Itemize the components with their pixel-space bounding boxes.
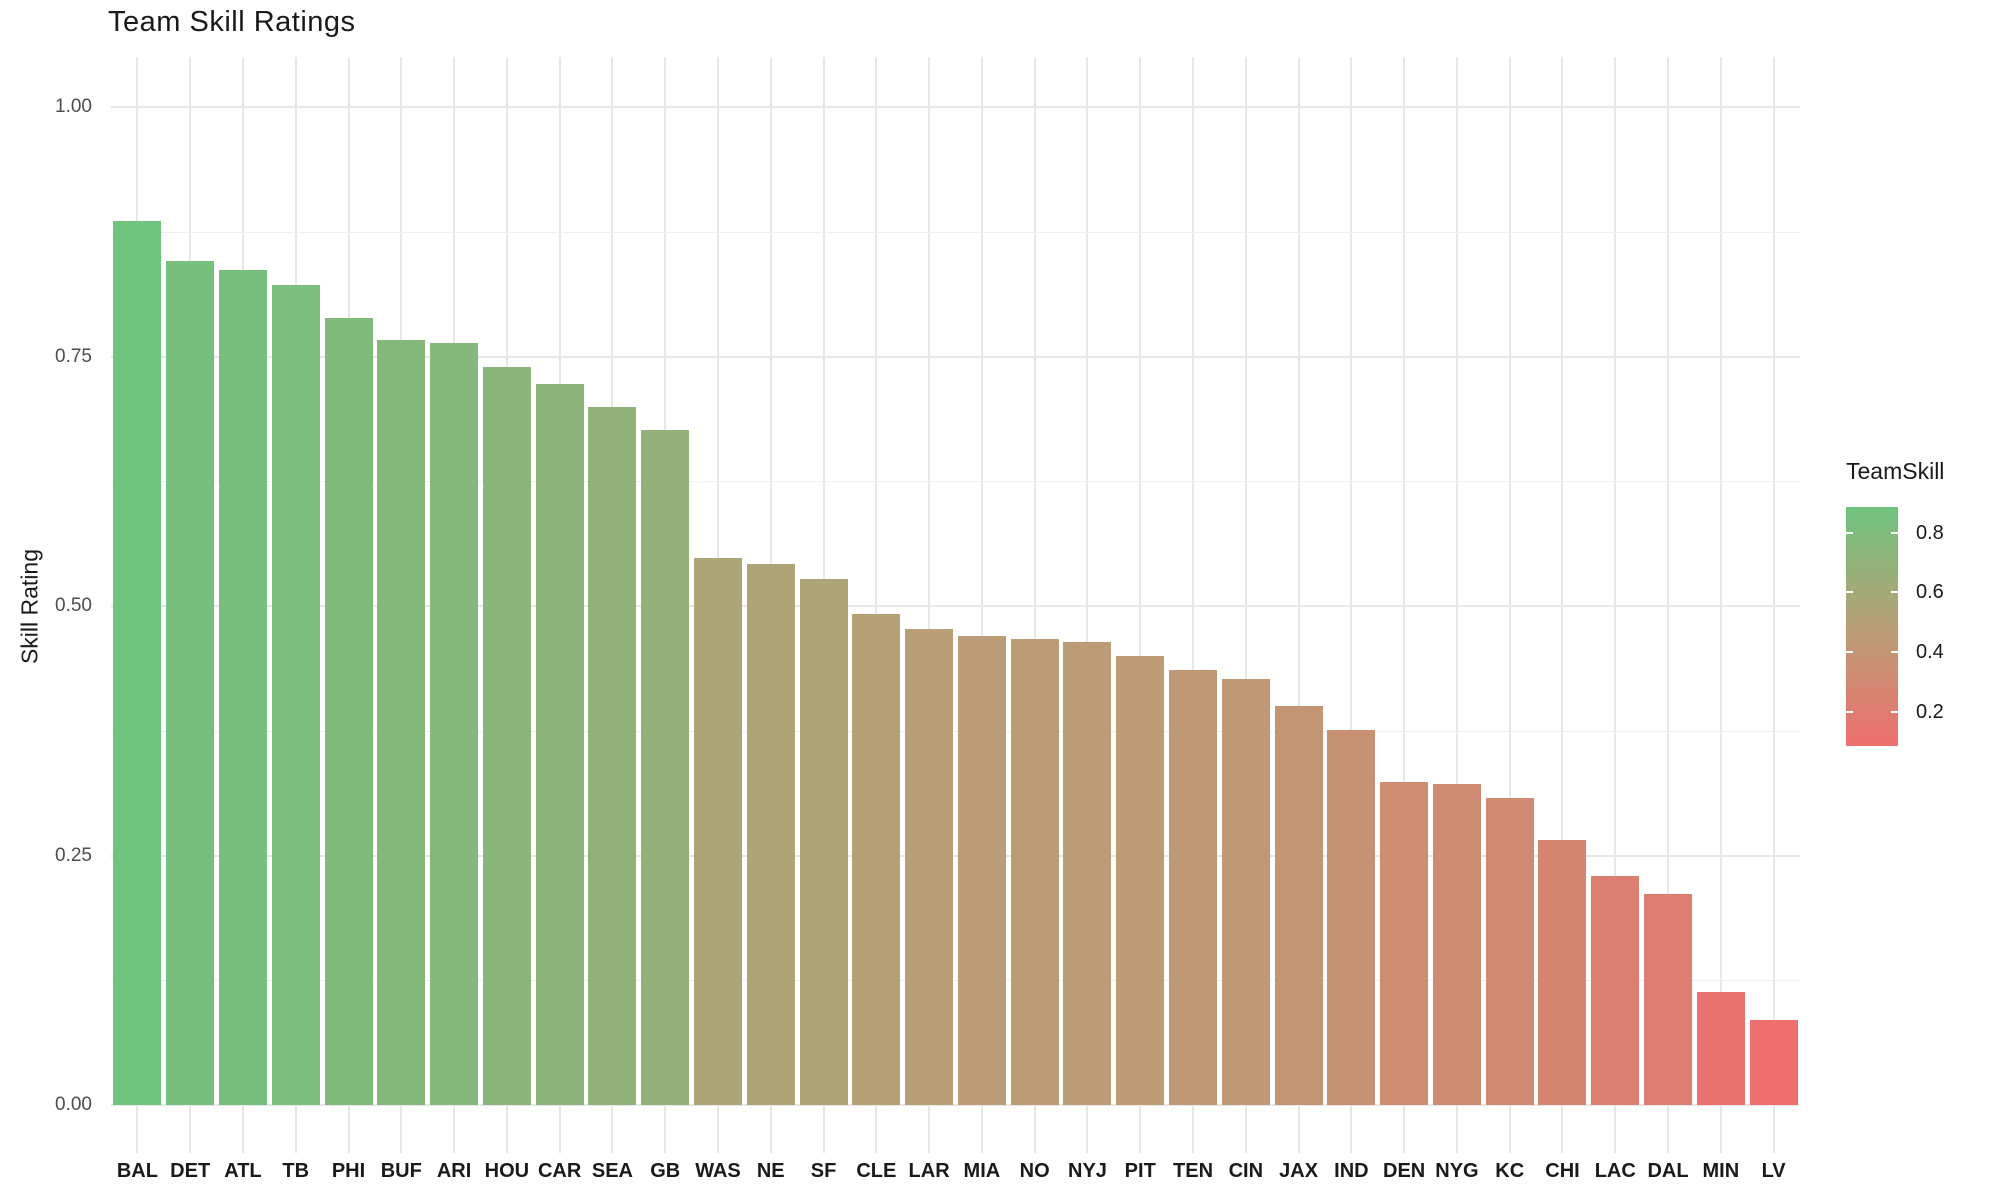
x-tick-label-ten: TEN	[1173, 1160, 1214, 1182]
x-tick-label-pit: PIT	[1124, 1160, 1156, 1182]
plot-panel	[111, 57, 1800, 1153]
horizontal-minor-gridline	[111, 731, 1800, 732]
horizontal-minor-gridline	[111, 481, 1800, 482]
bar-tb	[271, 284, 320, 1105]
bar-cin	[1221, 678, 1270, 1105]
bar-ne	[746, 564, 795, 1105]
y-tick-label: 0.00	[55, 1094, 92, 1115]
x-tick-label-tb: TB	[282, 1160, 310, 1182]
bar-lac	[1591, 876, 1640, 1105]
x-tick-label-bal: BAL	[116, 1160, 158, 1182]
bar-chi	[1538, 839, 1587, 1105]
y-tick-label: 0.75	[55, 345, 92, 367]
bar-min	[1696, 992, 1745, 1105]
x-tick-label-chi: CHI	[1545, 1160, 1580, 1182]
x-tick-label-phi: PHI	[331, 1160, 366, 1182]
y-tick-label: 0.25	[55, 844, 92, 866]
x-tick-label-car: CAR	[537, 1160, 582, 1182]
horizontal-minor-gridline	[111, 980, 1800, 981]
x-tick-label-nyg: NYG	[1435, 1160, 1479, 1182]
bar-nyj	[1063, 641, 1112, 1105]
bar-car	[535, 384, 584, 1105]
horizontal-major-gridline	[111, 855, 1800, 857]
horizontal-major-gridline	[111, 1104, 1800, 1106]
legend-tick-mark	[1891, 591, 1898, 594]
x-tick-label-ari: ARI	[436, 1160, 472, 1182]
x-tick-label-atl: ATL	[224, 1160, 262, 1182]
legend-tick-mark	[1846, 651, 1853, 653]
x-tick-label-kc: KC	[1495, 1160, 1525, 1182]
x-tick-label-ind: IND	[1334, 1160, 1369, 1182]
x-tick-label-lar: LAR	[908, 1160, 950, 1182]
horizontal-minor-gridline	[111, 232, 1800, 233]
bar-was	[693, 558, 742, 1105]
bar-det	[166, 260, 215, 1105]
bar-mia	[957, 635, 1006, 1105]
bar-ind	[1327, 729, 1376, 1105]
x-tick-label-ne: NE	[756, 1160, 785, 1182]
bar-bal	[113, 220, 162, 1105]
bar-ari	[430, 342, 479, 1105]
x-tick-label-min: MIN	[1702, 1160, 1740, 1182]
legend-tick-mark	[1846, 591, 1853, 594]
bar-buf	[377, 339, 426, 1105]
y-tick-label: 1.00	[55, 96, 92, 117]
legend-tick-label: 0.2	[1916, 700, 1944, 723]
bar-nyg	[1432, 783, 1481, 1105]
bar-sea	[588, 407, 637, 1105]
x-tick-label-was: WAS	[695, 1160, 741, 1182]
x-tick-label-hou: HOU	[484, 1160, 530, 1182]
x-tick-label-jax: JAX	[1279, 1160, 1319, 1182]
x-tick-label-nyj: NYJ	[1068, 1160, 1107, 1182]
legend-tick-label: 0.4	[1916, 641, 1944, 663]
bar-lar	[905, 628, 954, 1105]
x-tick-label-buf: BUF	[380, 1160, 422, 1182]
x-tick-label-lv: LV	[1761, 1160, 1786, 1182]
legend-title: TeamSkill	[1846, 458, 1945, 484]
legend-tick-mark	[1891, 651, 1898, 653]
bar-atl	[218, 269, 267, 1105]
horizontal-major-gridline	[111, 356, 1800, 358]
legend-tick-mark	[1846, 531, 1853, 534]
x-tick-label-gb: GB	[650, 1160, 681, 1182]
bar-kc	[1485, 797, 1534, 1105]
x-tick-label-cin: CIN	[1228, 1160, 1264, 1182]
legend-tick-mark	[1891, 531, 1898, 534]
chart-title: Team Skill Ratings	[108, 6, 356, 38]
bar-pit	[1116, 655, 1165, 1105]
horizontal-major-gridline	[111, 605, 1800, 607]
legend-tick-label: 0.8	[1916, 521, 1944, 544]
bar-ten	[1169, 669, 1218, 1105]
bar-phi	[324, 317, 373, 1105]
x-tick-label-det: DET	[170, 1160, 211, 1182]
x-tick-label-dal: DAL	[1647, 1160, 1689, 1182]
bar-cle	[852, 613, 901, 1105]
x-tick-label-lac: LAC	[1594, 1160, 1636, 1182]
legend-tick-label: 0.6	[1916, 581, 1944, 604]
bar-den	[1380, 781, 1429, 1105]
x-tick-label-cle: CLE	[856, 1160, 897, 1182]
bar-lv	[1749, 1020, 1798, 1105]
legend-tick-mark	[1891, 710, 1898, 713]
y-tick-label: 0.50	[55, 595, 92, 616]
bar-jax	[1274, 705, 1323, 1105]
x-tick-label-den: DEN	[1383, 1160, 1426, 1182]
x-tick-label-sea: SEA	[591, 1160, 633, 1182]
bar-hou	[482, 367, 531, 1105]
horizontal-major-gridline	[111, 106, 1800, 108]
legend-tick-mark	[1846, 710, 1853, 713]
x-tick-label-no: NO	[1019, 1160, 1050, 1182]
x-tick-label-mia: MIA	[963, 1160, 1001, 1182]
bar-sf	[799, 579, 848, 1105]
legend-colorbar	[1846, 507, 1898, 746]
x-tick-label-sf: SF	[810, 1160, 837, 1182]
bar-dal	[1644, 894, 1693, 1105]
bar-gb	[641, 430, 690, 1105]
bar-no	[1010, 638, 1059, 1105]
